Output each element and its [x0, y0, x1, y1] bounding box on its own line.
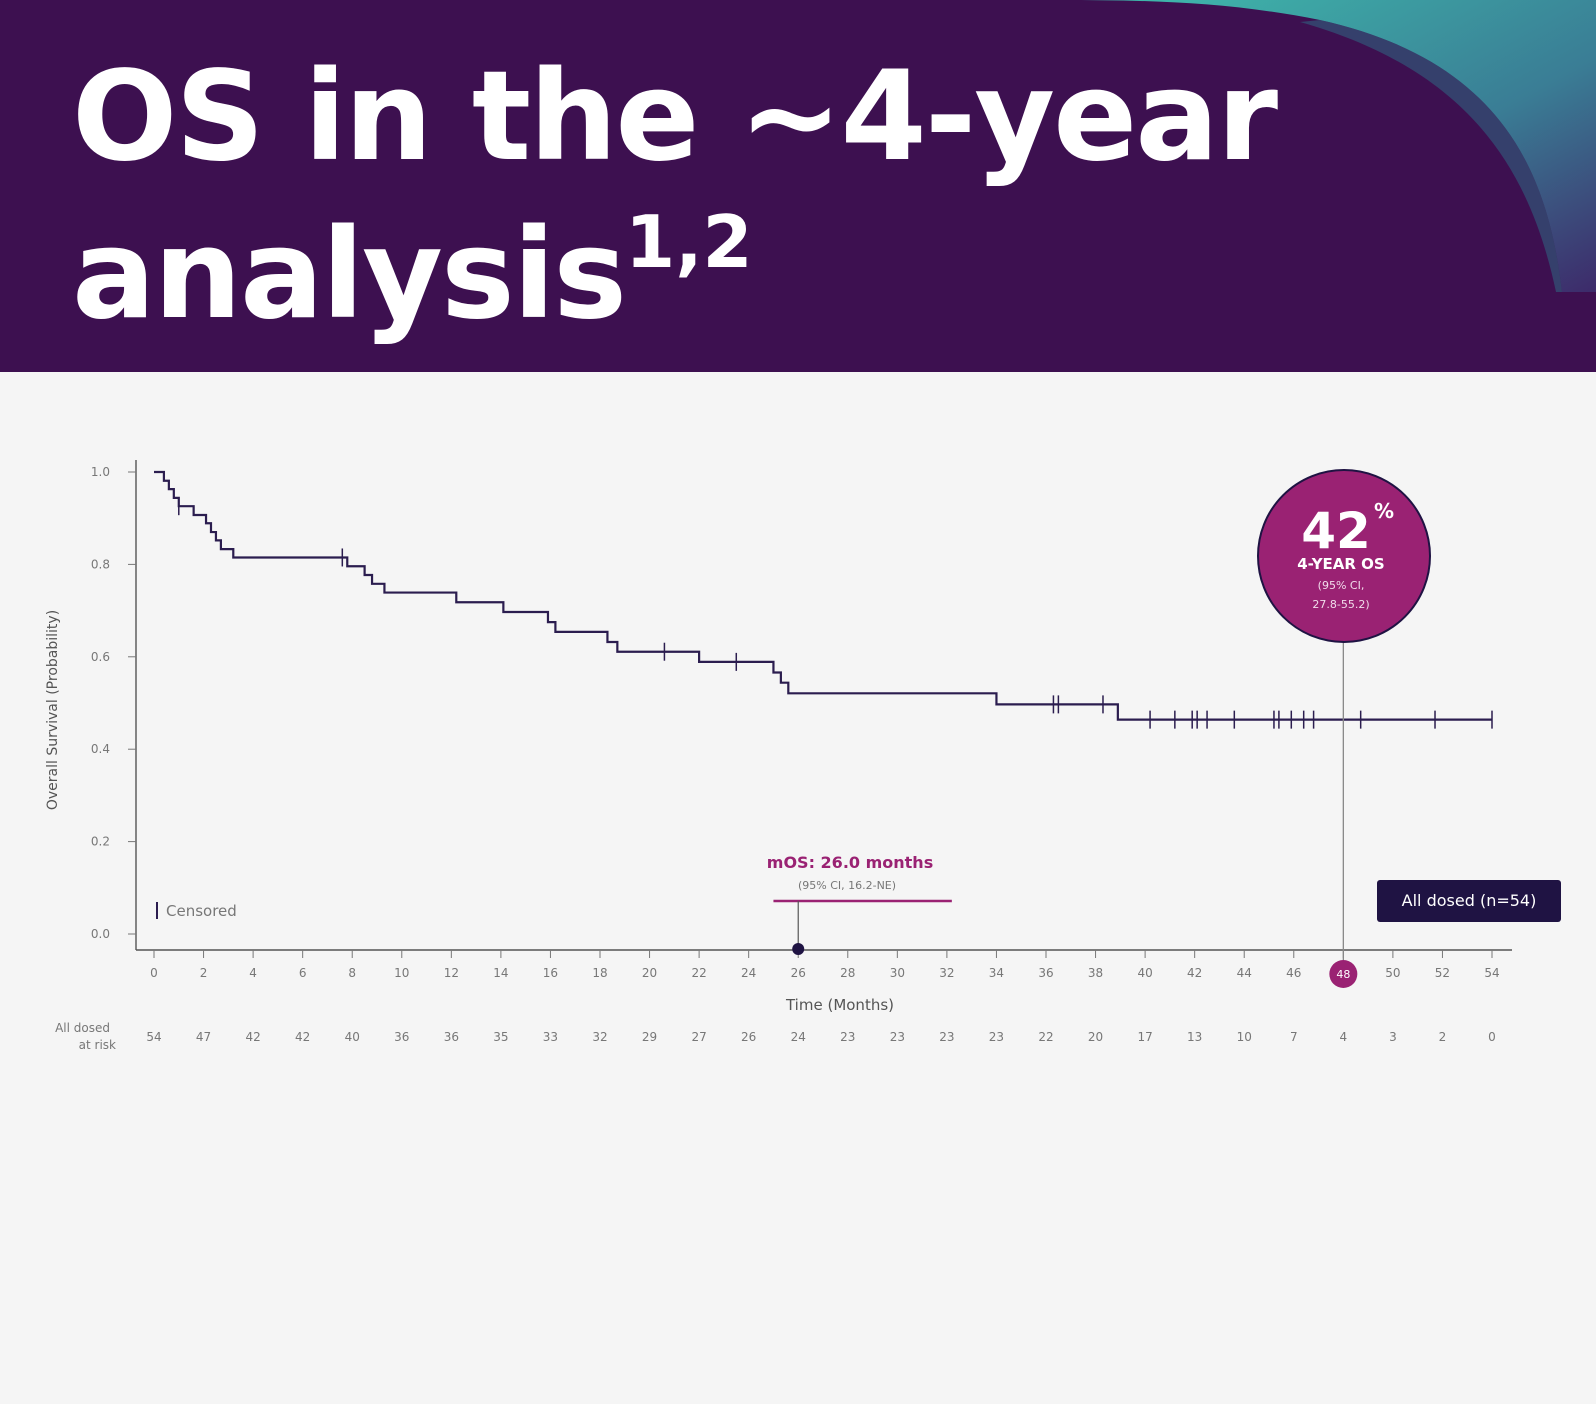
x-tick-label: 36	[1038, 966, 1053, 980]
at-risk-value: 33	[543, 1030, 558, 1044]
at-risk-value: 26	[741, 1030, 756, 1044]
at-risk-value: 23	[989, 1030, 1004, 1044]
median-ci: (95% CI, 16.2-NE)	[798, 879, 896, 892]
at-risk-value: 3	[1389, 1030, 1397, 1044]
at-risk-value: 20	[1088, 1030, 1103, 1044]
x-tick-label: 26	[791, 966, 806, 980]
landmark-ci-line2: 27.8-55.2)	[1312, 598, 1369, 611]
censored-legend-label: Censored	[166, 902, 237, 920]
km-chart: 0.0 0.2 0.4 0.6 0.8 1.0 Overall Survival (Prob…	[45, 460, 1561, 1052]
x-tick-label: 42	[1187, 966, 1202, 980]
at-risk-value: 23	[840, 1030, 855, 1044]
at-risk-value: 32	[592, 1030, 607, 1044]
x-tick-label: 0	[150, 966, 158, 980]
at-risk-value: 42	[295, 1030, 310, 1044]
landmark-x-label: 48	[1336, 968, 1350, 981]
x-tick-label: 38	[1088, 966, 1103, 980]
y-axis-title: Overall Survival (Probability)	[45, 610, 61, 810]
x-tick-label: 34	[989, 966, 1004, 980]
at-risk-value: 4	[1340, 1030, 1348, 1044]
x-tick-label: 6	[299, 966, 307, 980]
at-risk-label-line1: All dosed	[55, 1021, 110, 1035]
page-title: OS in the ~4-year analysis1,2	[72, 38, 1278, 354]
x-tick-label: 20	[642, 966, 657, 980]
title-line-2-text: analysis	[72, 203, 627, 347]
x-tick-label: 40	[1137, 966, 1152, 980]
x-tick-label: 32	[939, 966, 954, 980]
x-tick-label: 24	[741, 966, 756, 980]
title-line-2: analysis1,2	[72, 196, 1276, 354]
at-risk-value: 36	[444, 1030, 459, 1044]
at-risk-value: 54	[146, 1030, 161, 1044]
at-risk-value: 42	[245, 1030, 260, 1044]
x-tick-label: 16	[543, 966, 558, 980]
median-point	[792, 943, 805, 955]
landmark-x-marker	[1329, 960, 1358, 988]
y-tick-label: 1.0	[91, 465, 110, 479]
at-risk-value: 2	[1439, 1030, 1447, 1044]
at-risk-value: 24	[791, 1030, 806, 1044]
at-risk-value: 29	[642, 1030, 657, 1044]
landmark-label: 4-YEAR OS	[1297, 555, 1385, 573]
at-risk-value: 40	[345, 1030, 360, 1044]
series-legend-box	[1377, 880, 1561, 922]
y-tick-label: 0.0	[91, 927, 110, 941]
at-risk-value: 27	[691, 1030, 706, 1044]
at-risk-value: 23	[890, 1030, 905, 1044]
at-risk-label-line2: at risk	[79, 1038, 116, 1052]
landmark-value-unit: %	[1374, 499, 1394, 523]
at-risk-value: 7	[1290, 1030, 1298, 1044]
at-risk-value: 35	[493, 1030, 508, 1044]
median-label: mOS: 26.0 months	[767, 853, 933, 872]
at-risk-value: 13	[1187, 1030, 1202, 1044]
landmark-value: 42	[1301, 502, 1371, 560]
y-tick-label: 0.4	[91, 742, 110, 756]
title-line-1: OS in the ~4-year	[72, 45, 1278, 189]
at-risk-value: 36	[394, 1030, 409, 1044]
x-tick-label: 8	[348, 966, 356, 980]
x-axis-title: Time (Months)	[785, 996, 894, 1014]
x-tick-label: 28	[840, 966, 855, 980]
title-banner: OS in the ~4-year analysis1,2	[0, 0, 1596, 372]
teal-corner-decoration	[1060, 0, 1596, 292]
km-curve-all-dosed	[154, 470, 1492, 721]
x-tick-label: 18	[592, 966, 607, 980]
x-tick-label: 54	[1484, 966, 1499, 980]
x-tick-label: 4	[249, 966, 257, 980]
at-risk-value: 23	[939, 1030, 954, 1044]
at-risk-value: 47	[196, 1030, 211, 1044]
series-legend-label: All dosed (n=54)	[1402, 891, 1537, 910]
x-tick-label: 12	[444, 966, 459, 980]
title-superscript: 1,2	[625, 200, 753, 284]
at-risk-value: 10	[1237, 1030, 1252, 1044]
x-tick-label: 2	[200, 966, 208, 980]
at-risk-value: 17	[1137, 1030, 1152, 1044]
landmark-ci-line1: (95% CI,	[1318, 579, 1365, 592]
x-tick-label: 10	[394, 966, 409, 980]
x-tick-label: 14	[493, 966, 508, 980]
y-tick-label: 0.6	[91, 650, 110, 664]
x-tick-label: 30	[890, 966, 905, 980]
x-tick-label: 52	[1435, 966, 1450, 980]
y-tick-label: 0.8	[91, 557, 110, 571]
x-tick-label: 44	[1237, 966, 1252, 980]
x-tick-label: 50	[1385, 966, 1400, 980]
x-tick-label: 46	[1286, 966, 1301, 980]
at-risk-value: 0	[1488, 1030, 1496, 1044]
y-tick-label: 0.2	[91, 835, 110, 849]
at-risk-value: 22	[1038, 1030, 1053, 1044]
x-tick-label: 22	[691, 966, 706, 980]
landmark-badge	[1257, 469, 1431, 643]
